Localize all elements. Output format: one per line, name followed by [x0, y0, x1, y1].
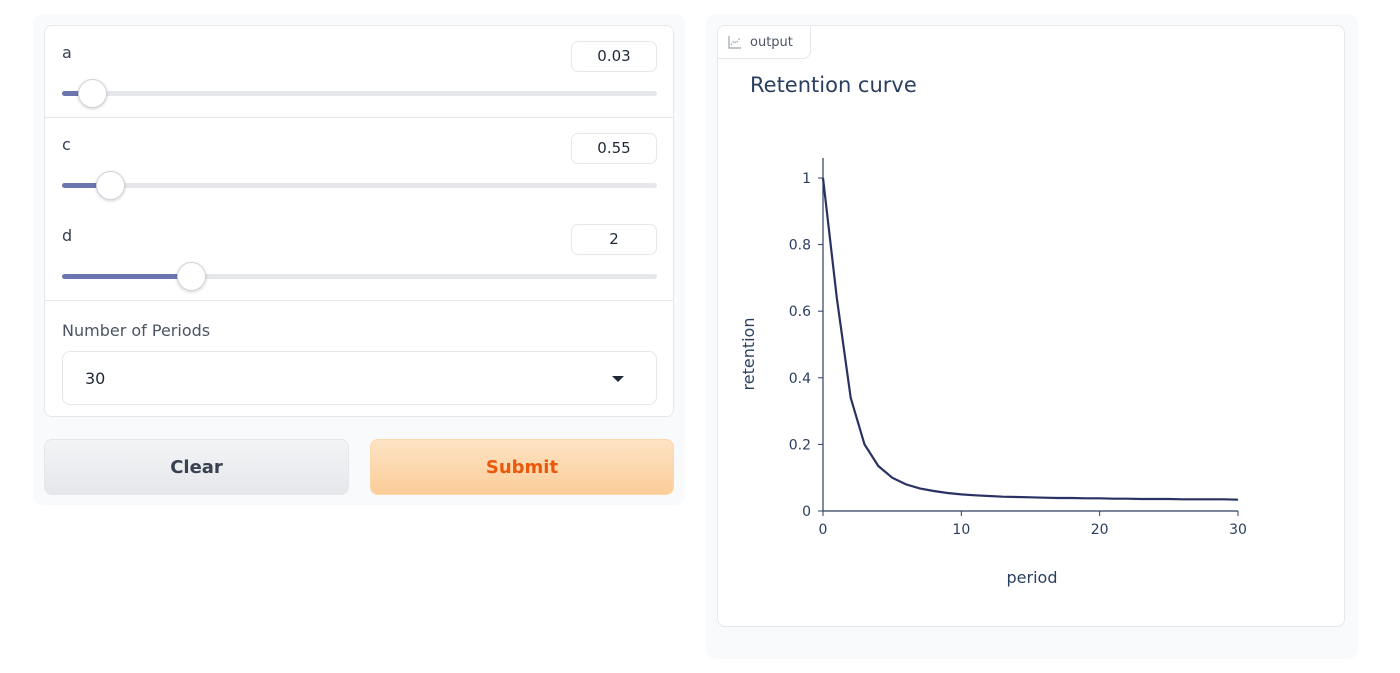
output-tag-label: output — [750, 34, 793, 50]
y-tick-label: 0.2 — [789, 437, 811, 453]
chart-ticks: 00.20.40.60.810 10 20 30 — [789, 171, 1247, 538]
submit-button[interactable]: Submit — [370, 439, 674, 495]
chart-icon — [728, 36, 741, 49]
clear-button[interactable]: Clear — [44, 439, 349, 495]
y-tick-label: 0 — [802, 504, 811, 520]
chevron-down-icon[interactable] — [612, 376, 624, 382]
y-tick-label: 0.6 — [789, 304, 811, 320]
slider-a-number-input[interactable]: 0.03 — [571, 41, 657, 72]
chart-axes — [822, 158, 1238, 512]
slider-d-track[interactable] — [62, 262, 657, 291]
slider-a-fill — [62, 91, 92, 96]
slider-a-thumb[interactable] — [77, 79, 107, 108]
slider-d-label: d — [62, 226, 73, 245]
slider-d-number-input[interactable]: 2 — [571, 224, 657, 255]
slider-c-block: c 0.55 — [45, 118, 673, 210]
y-tick-label: 0.8 — [789, 238, 811, 254]
x-tick-label: 20 — [1091, 522, 1109, 538]
periods-dropdown[interactable]: 30 — [62, 351, 657, 405]
x-tick-label: 0 — [819, 522, 828, 538]
slider-d-thumb[interactable] — [176, 262, 206, 291]
slider-d-fill — [62, 274, 191, 279]
periods-selected-value: 30 — [85, 369, 106, 388]
y-axis-label: retention — [739, 318, 758, 391]
x-tick-label: 30 — [1229, 522, 1247, 538]
slider-c-label: c — [62, 135, 71, 154]
controls-card: a 0.03 c 0.55 d 2 Number of Periods — [44, 25, 674, 417]
input-panel: a 0.03 c 0.55 d 2 Number of Periods — [33, 14, 685, 505]
retention-series-line — [821, 177, 1239, 501]
slider-c-thumb[interactable] — [95, 171, 125, 200]
periods-block: Number of Periods 30 — [45, 302, 673, 416]
periods-label: Number of Periods — [62, 321, 211, 340]
y-tick-label: 0.4 — [789, 371, 811, 387]
x-axis-label: period — [1007, 568, 1058, 587]
slider-c-fill — [62, 183, 110, 188]
slider-c-track[interactable] — [62, 171, 657, 200]
output-card: Retention curve retention period 0 0.2 0.4… — [717, 25, 1345, 627]
output-tag: output — [718, 26, 811, 59]
retention-chart: Retention curve retention period 0 0.2 0.4… — [739, 73, 1247, 587]
y-tick-label: 1 — [802, 171, 811, 187]
slider-a-label: a — [62, 43, 72, 62]
x-tick-label: 10 — [952, 522, 970, 538]
chart-title: Retention curve — [750, 73, 917, 97]
slider-c-number-input[interactable]: 0.55 — [571, 133, 657, 164]
slider-a-block: a 0.03 — [45, 26, 673, 118]
output-panel: Retention curve retention period 0 0.2 0.4… — [706, 14, 1358, 659]
slider-a-track[interactable] — [62, 79, 657, 108]
slider-d-block: d 2 — [45, 209, 673, 301]
